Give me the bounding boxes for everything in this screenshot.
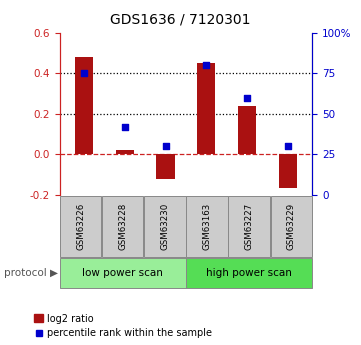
Bar <box>75 57 93 155</box>
Bar <box>197 63 216 155</box>
Bar <box>238 106 256 155</box>
Point <box>285 144 291 149</box>
Text: GSM63226: GSM63226 <box>76 203 85 249</box>
Legend: log2 ratio, percentile rank within the sample: log2 ratio, percentile rank within the s… <box>34 314 212 338</box>
Bar <box>116 150 134 155</box>
Point <box>244 95 250 100</box>
Text: GSM63228: GSM63228 <box>118 203 127 249</box>
Point <box>163 144 169 149</box>
Text: GSM63163: GSM63163 <box>203 203 212 249</box>
Text: GSM63230: GSM63230 <box>160 203 169 249</box>
Bar <box>156 155 175 179</box>
Text: low power scan: low power scan <box>82 268 163 277</box>
Point <box>203 62 209 68</box>
Point <box>122 124 128 130</box>
Text: high power scan: high power scan <box>206 268 292 277</box>
Point <box>81 70 87 76</box>
Text: GSM63227: GSM63227 <box>245 203 253 249</box>
Text: GSM63229: GSM63229 <box>287 203 296 249</box>
Text: protocol ▶: protocol ▶ <box>4 268 58 277</box>
Bar <box>279 155 297 188</box>
Text: GDS1636 / 7120301: GDS1636 / 7120301 <box>110 12 251 26</box>
